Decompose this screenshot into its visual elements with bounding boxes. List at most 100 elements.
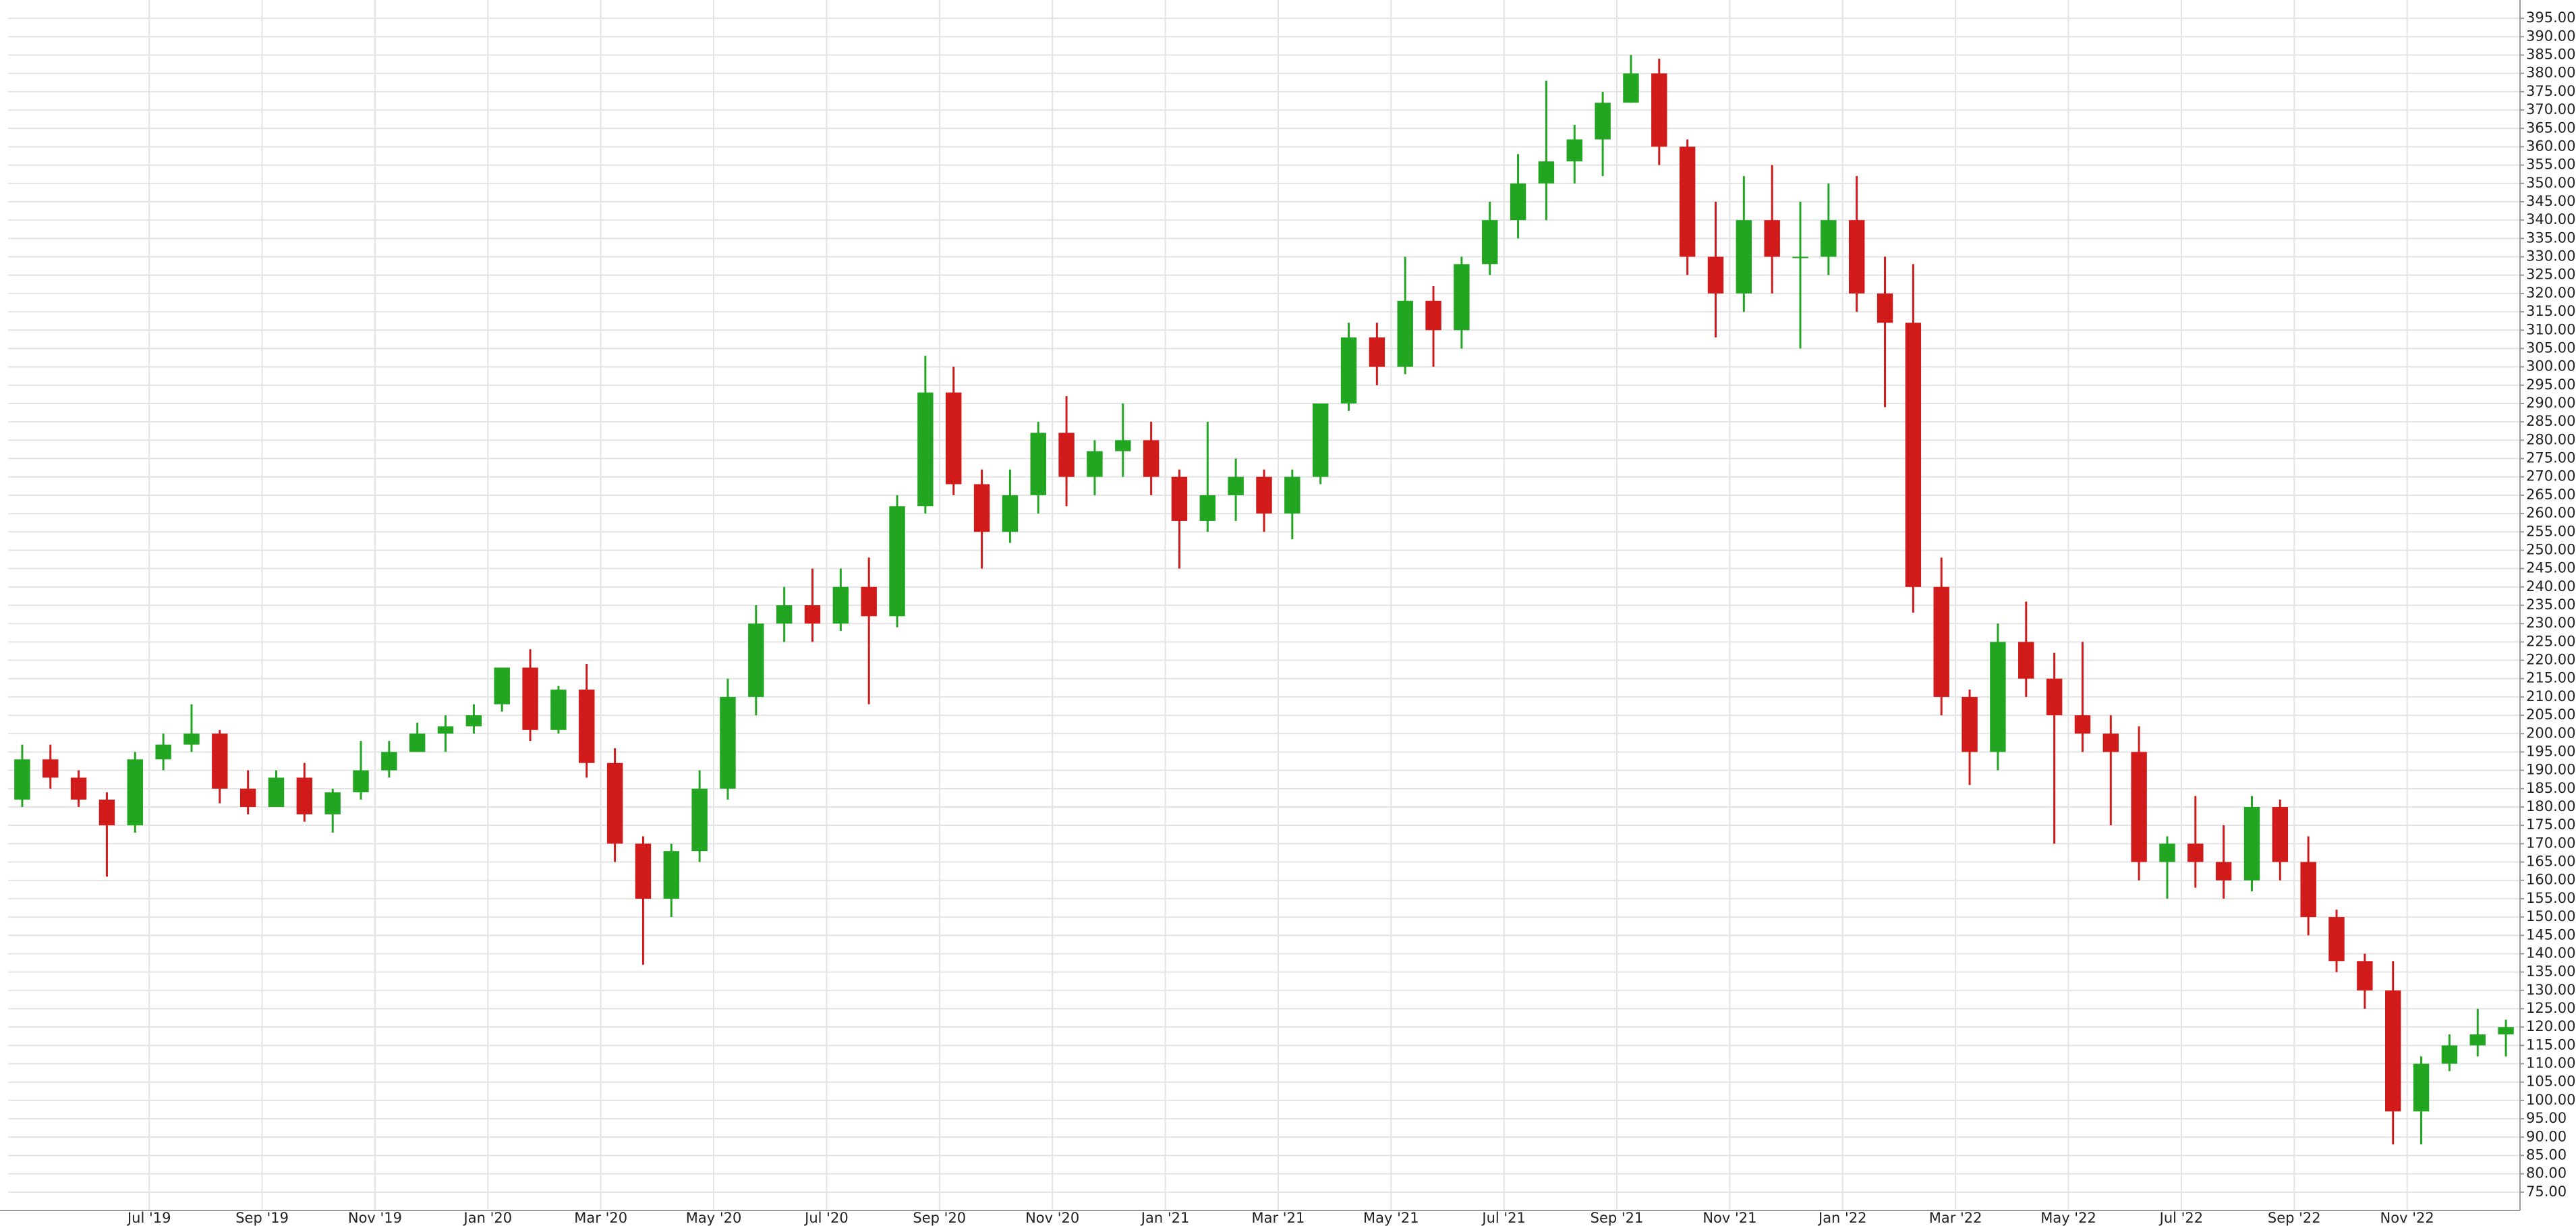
candle-body <box>691 788 708 852</box>
y-tick-label: 230.00 <box>2526 615 2575 631</box>
candle-body <box>832 586 849 624</box>
x-tick-label: Mar '22 <box>1929 1210 1982 1226</box>
y-tick-label: 390.00 <box>2526 28 2575 44</box>
candle-body <box>1143 440 1160 477</box>
candle-body <box>1764 220 1780 257</box>
candle-body <box>1877 293 1893 323</box>
y-tick-label: 270.00 <box>2526 468 2575 484</box>
candle-body <box>2300 862 2316 918</box>
y-tick-label: 290.00 <box>2526 395 2575 411</box>
candle-body <box>2215 862 2232 881</box>
candle-body <box>917 392 934 507</box>
candle-body <box>155 744 171 760</box>
y-tick-label: 155.00 <box>2526 890 2575 906</box>
y-tick-label: 165.00 <box>2526 854 2575 870</box>
candle-body <box>606 762 623 844</box>
y-tick-label: 170.00 <box>2526 835 2575 851</box>
candle-body <box>1595 103 1611 140</box>
y-tick-label: 285.00 <box>2526 413 2575 429</box>
candle-body <box>1933 586 1949 697</box>
y-tick-label: 395.00 <box>2526 9 2575 26</box>
candle-body <box>889 506 905 617</box>
x-tick-label: Sep '20 <box>913 1210 966 1226</box>
y-tick-label: 105.00 <box>2526 1074 2575 1090</box>
candle-body <box>437 726 454 734</box>
x-tick-label: Sep '19 <box>235 1210 289 1226</box>
candle-body <box>42 759 59 778</box>
candle-body <box>1087 451 1103 477</box>
y-tick-label: 380.00 <box>2526 65 2575 81</box>
y-tick-label: 200.00 <box>2526 725 2575 741</box>
candle-body <box>2441 1045 2458 1064</box>
x-tick-label: Mar '21 <box>1252 1210 1305 1226</box>
candle-body <box>1030 433 1046 495</box>
candle-body <box>1199 495 1216 521</box>
candle-body <box>239 788 256 807</box>
candle-body <box>2469 1034 2486 1046</box>
candles <box>14 55 2514 1145</box>
x-tick-label: Jul '20 <box>803 1210 849 1226</box>
y-tick-label: 275.00 <box>2526 450 2575 466</box>
candle-body <box>1058 433 1075 477</box>
y-tick-label: 205.00 <box>2526 706 2575 723</box>
y-tick-label: 265.00 <box>2526 486 2575 503</box>
candle-body <box>1171 476 1188 521</box>
candle-body <box>2498 1027 2514 1035</box>
candle-body <box>353 770 369 793</box>
candle-body <box>1340 337 1357 403</box>
candle-body <box>2102 733 2119 752</box>
y-tick-label: 300.00 <box>2526 358 2575 374</box>
x-tick-label: May '21 <box>1363 1210 1419 1226</box>
y-tick-label: 340.00 <box>2526 211 2575 227</box>
candle-body <box>409 733 426 752</box>
candle-body <box>1538 161 1555 184</box>
candle-body <box>1566 139 1582 162</box>
candle-body <box>1792 256 1808 258</box>
y-tick-label: 255.00 <box>2526 523 2575 539</box>
candle-body <box>183 733 200 745</box>
candle-body <box>579 690 595 763</box>
y-tick-label: 80.00 <box>2526 1165 2567 1181</box>
x-tick-label: Jul '22 <box>2158 1210 2204 1226</box>
y-tick-label: 90.00 <box>2526 1128 2567 1144</box>
candle-body <box>2074 715 2091 734</box>
candle-body <box>2018 642 2034 679</box>
x-tick-label: Nov '22 <box>2380 1210 2434 1226</box>
y-tick-label: 115.00 <box>2526 1036 2575 1053</box>
y-tick-label: 360.00 <box>2526 138 2575 154</box>
candle-body <box>494 667 510 704</box>
y-tick-label: 355.00 <box>2526 157 2575 173</box>
candle-body <box>804 605 821 624</box>
y-tick-label: 310.00 <box>2526 321 2575 337</box>
x-tick-label: Jul '21 <box>1481 1210 1526 1226</box>
candle-body <box>1397 300 1413 367</box>
y-tick-label: 150.00 <box>2526 908 2575 924</box>
candle-body <box>1707 256 1724 294</box>
y-tick-label: 190.00 <box>2526 762 2575 778</box>
candle-body <box>946 392 962 484</box>
y-tick-label: 130.00 <box>2526 982 2575 998</box>
y-tick-label: 110.00 <box>2526 1055 2575 1071</box>
y-tick-label: 240.00 <box>2526 578 2575 594</box>
candle-body <box>1990 642 2006 752</box>
y-tick-label: 235.00 <box>2526 596 2575 613</box>
candle-body <box>1510 183 1526 221</box>
candle-body <box>14 759 30 800</box>
candle-body <box>663 851 680 899</box>
y-tick-label: 335.00 <box>2526 229 2575 246</box>
candle-body <box>98 800 115 826</box>
y-tick-label: 185.00 <box>2526 780 2575 796</box>
candle-body <box>465 715 482 727</box>
candle-body <box>2413 1063 2430 1112</box>
y-tick-label: 305.00 <box>2526 339 2575 356</box>
y-tick-label: 180.00 <box>2526 798 2575 814</box>
y-tick-label: 345.00 <box>2526 193 2575 209</box>
candle-body <box>1482 220 1498 264</box>
candle-body <box>2384 990 2401 1112</box>
candle-body <box>1454 264 1470 331</box>
y-tick-label: 75.00 <box>2526 1183 2567 1200</box>
candle-body <box>1115 440 1131 451</box>
x-tick-label: May '22 <box>2040 1210 2096 1226</box>
candle-body <box>2187 843 2204 862</box>
candle-body <box>2328 917 2345 962</box>
